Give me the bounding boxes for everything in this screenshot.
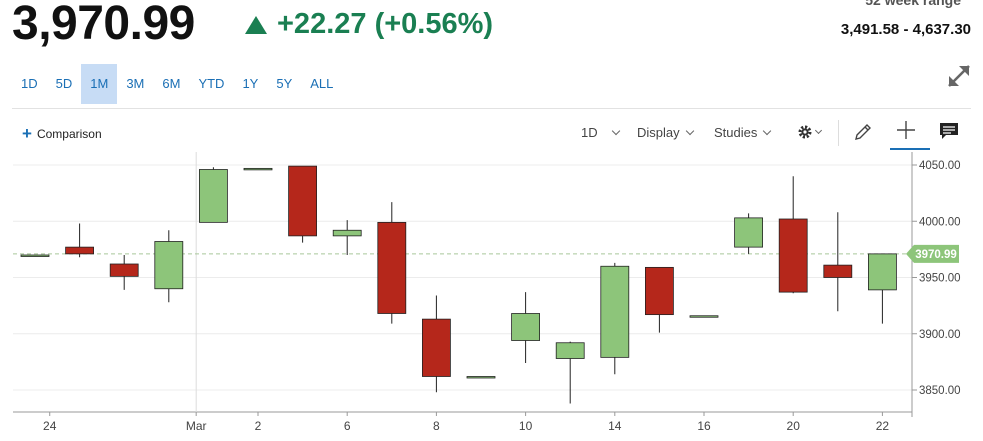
candle-down	[421, 318, 451, 377]
candle-up	[243, 167, 273, 171]
x-tick-label: Mar	[186, 419, 207, 433]
candle-up	[20, 254, 50, 257]
candle-down	[377, 221, 407, 314]
candle-down	[823, 264, 853, 278]
price-chart[interactable]: 4050.00 4000.00 3950.00 3900.00 3850.00 24 Mar…	[0, 152, 983, 441]
up-arrow-icon	[245, 15, 267, 34]
toolbar-separator	[838, 120, 839, 146]
candle-up	[868, 253, 897, 291]
y-tick-label: 3850.00	[919, 385, 961, 397]
chevron-down-icon	[685, 126, 694, 136]
range-label: 52 week range	[865, 0, 961, 8]
x-tick-label: 14	[608, 419, 622, 433]
candle-up	[734, 217, 763, 248]
crosshair-icon[interactable]	[896, 120, 916, 140]
y-tick-label: 3950.00	[919, 273, 961, 285]
candle-up	[689, 315, 719, 318]
x-tick-label: 20	[787, 419, 801, 433]
period-6m[interactable]: 6M	[162, 76, 181, 91]
candle-up	[198, 169, 228, 223]
x-tick-label: 24	[43, 419, 57, 433]
interval-dropdown[interactable]: 1D	[581, 125, 620, 140]
display-dropdown[interactable]: Display	[637, 125, 694, 140]
candle-up	[332, 229, 362, 237]
price-change-value: +22.27 (+0.56%)	[277, 8, 494, 40]
x-tick-label: 6	[344, 419, 351, 433]
chevron-down-icon	[814, 126, 823, 135]
candle-up	[154, 241, 184, 290]
pencil-icon[interactable]	[853, 122, 873, 142]
chevron-down-icon	[763, 126, 772, 136]
x-tick-label: 2	[255, 419, 262, 433]
studies-dropdown[interactable]: Studies	[714, 125, 772, 140]
display-label: Display	[637, 125, 680, 140]
x-tick-label: 22	[876, 419, 890, 433]
period-1m[interactable]: 1M	[81, 64, 118, 104]
header-divider	[12, 108, 971, 109]
period-3m[interactable]: 3M	[126, 76, 145, 91]
gear-icon	[798, 125, 812, 139]
candle-down	[645, 266, 674, 316]
settings-dropdown[interactable]	[797, 124, 823, 140]
active-tool-indicator	[890, 148, 930, 150]
x-tick-label: 8	[433, 419, 440, 433]
x-tick-label: 10	[519, 419, 533, 433]
expand-icon[interactable]	[945, 62, 973, 90]
comparison-button[interactable]: + Comparison	[22, 124, 102, 143]
period-selector: 1D 5D 1M 3M 6M YTD 1Y 5Y ALL	[12, 64, 342, 104]
interval-label: 1D	[581, 125, 598, 140]
candle-down	[288, 165, 318, 237]
candle-up	[600, 265, 630, 358]
period-5y[interactable]: 5Y	[276, 76, 293, 91]
comment-icon[interactable]	[939, 122, 959, 140]
candle-down	[778, 218, 808, 293]
plus-icon: +	[22, 124, 32, 143]
y-tick-label: 4050.00	[919, 160, 961, 172]
y-tick-label: 3900.00	[919, 329, 961, 341]
price-change: +22.27 (+0.56%)	[245, 8, 493, 41]
candle-down	[109, 263, 139, 277]
studies-label: Studies	[714, 125, 758, 140]
x-tick-label: 16	[697, 419, 711, 433]
period-ytd[interactable]: YTD	[198, 76, 225, 91]
last-price: 3,970.99	[12, 0, 195, 50]
period-5d[interactable]: 5D	[55, 76, 73, 91]
candle-up	[466, 376, 496, 379]
candle-up	[555, 342, 585, 359]
period-all[interactable]: ALL	[310, 76, 334, 91]
last-price-tag-label: 3970.99	[915, 249, 957, 261]
period-1d[interactable]: 1D	[21, 76, 38, 91]
y-tick-label: 4000.00	[919, 216, 961, 228]
period-1y[interactable]: 1Y	[242, 76, 259, 91]
candle-down	[65, 246, 94, 255]
range-value: 3,491.58 - 4,637.30	[840, 21, 971, 38]
candle-up	[511, 313, 541, 341]
chevron-down-icon	[611, 126, 620, 136]
last-price-tag	[906, 244, 959, 263]
comparison-label: Comparison	[36, 127, 102, 141]
